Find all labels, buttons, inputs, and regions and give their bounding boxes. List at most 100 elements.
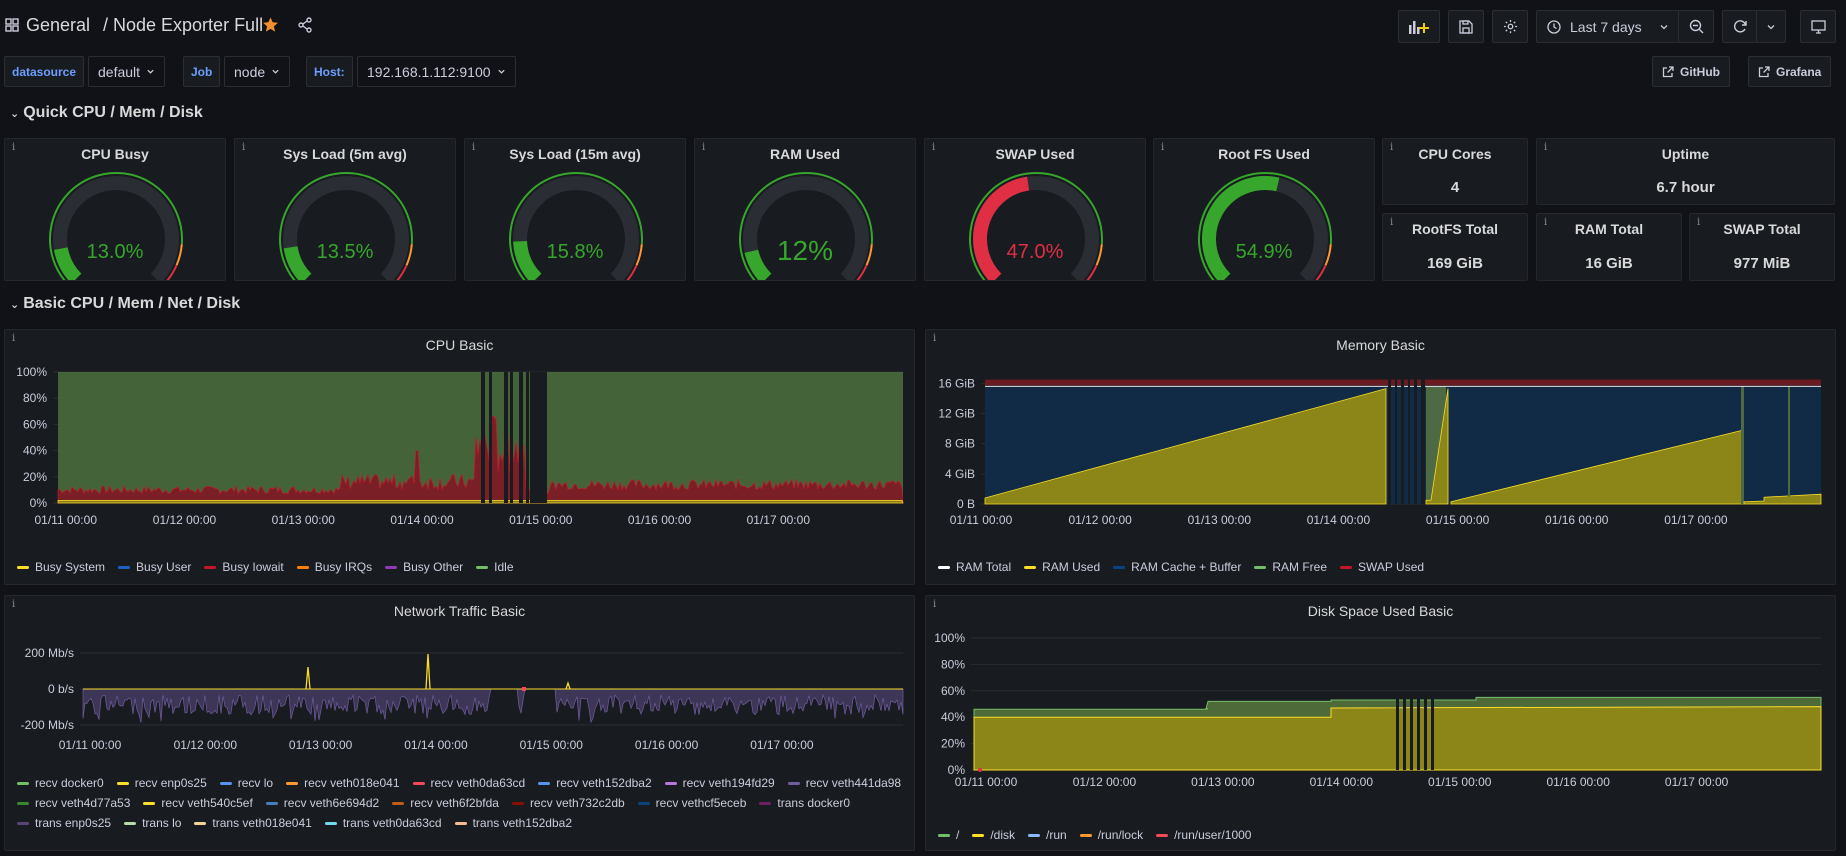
legend-item[interactable]: recv veth540c5ef	[143, 796, 253, 810]
row-quick-cpu-mem-disk[interactable]: ⌄ Quick CPU / Mem / Disk	[10, 104, 203, 122]
legend-item[interactable]: trans enp0s25	[17, 816, 111, 830]
legend-item[interactable]: recv veth018e041	[286, 776, 400, 790]
legend-label: /run	[1046, 828, 1067, 842]
panel-title: SWAP Total	[1723, 221, 1801, 237]
panel-title: CPU Busy	[81, 146, 149, 162]
legend-item[interactable]: RAM Cache + Buffer	[1113, 560, 1241, 574]
info-icon[interactable]: i	[242, 142, 246, 153]
gear-icon	[1503, 19, 1517, 34]
info-icon[interactable]: i	[12, 142, 16, 153]
dashboard-settings-button[interactable]	[1492, 10, 1528, 43]
info-icon[interactable]: i	[932, 142, 936, 153]
x-tick-label: 01/16 00:00	[635, 738, 699, 752]
legend-item[interactable]: recv veth6e694d2	[265, 796, 379, 810]
gauge-fill	[53, 247, 82, 280]
x-tick-label: 01/16 00:00	[628, 513, 692, 527]
legend-item[interactable]: recv veth732c2db	[511, 796, 625, 810]
legend-item[interactable]: /run/user/1000	[1156, 828, 1251, 842]
grafana-link[interactable]: Grafana	[1748, 56, 1832, 87]
gauge-panel: i SWAP Used 47.0%	[924, 138, 1146, 281]
cpu-basic-chart[interactable]: 100% 80% 60% 40% 20% 0% 01/11 00:00 01/12 00:00…	[5, 360, 915, 570]
legend-swatch	[296, 565, 309, 569]
github-link[interactable]: GitHub	[1652, 56, 1730, 87]
legend-item[interactable]: recv veth441da98	[787, 776, 901, 790]
info-icon[interactable]: i	[1544, 142, 1548, 153]
legend-item[interactable]: recv veth152dba2	[538, 776, 652, 790]
star-icon[interactable]	[262, 16, 279, 33]
gauge-panel: i Root FS Used 54.9%	[1153, 138, 1375, 281]
legend-swatch	[265, 801, 278, 805]
legend-item[interactable]: trans docker0	[759, 796, 850, 810]
legend-item[interactable]: /disk	[972, 828, 1015, 842]
legend-item[interactable]: SWAP Used	[1340, 560, 1424, 574]
memory-basic-chart[interactable]: 16 GiB 12 GiB 8 GiB 4 GiB 0 B 01/11 00:00 01/1…	[926, 360, 1836, 570]
save-icon	[1459, 19, 1473, 34]
info-icon[interactable]: i	[1161, 142, 1165, 153]
y-tick-label: 80%	[23, 391, 47, 405]
legend-item[interactable]: recv docker0	[17, 776, 104, 790]
legend-item[interactable]: trans veth152dba2	[454, 816, 573, 830]
legend-item[interactable]: RAM Total	[938, 560, 1011, 574]
legend-item[interactable]: RAM Used	[1024, 560, 1100, 574]
x-tick-label: 01/17 00:00	[1664, 513, 1728, 527]
time-range-picker[interactable]: Last 7 days	[1536, 10, 1680, 43]
legend-item[interactable]: Busy Iowait	[204, 560, 284, 574]
legend-swatch	[1156, 833, 1169, 837]
legend-item[interactable]: /run/lock	[1079, 828, 1143, 842]
legend-item[interactable]: recv veth0da63cd	[412, 776, 525, 790]
info-icon[interactable]: i	[1390, 217, 1394, 228]
legend-item[interactable]: recv veth6f2bfda	[392, 796, 499, 810]
gauge-fill	[1202, 176, 1280, 280]
network-traffic-chart[interactable]: 200 Mb/s 0 b/s -200 Mb/s 01/11 00:00 01/12 0…	[5, 626, 915, 801]
add-panel-button[interactable]	[1398, 10, 1440, 43]
legend-swatch	[17, 565, 29, 569]
legend-item[interactable]: /	[938, 828, 959, 842]
legend-item[interactable]: Busy Other	[385, 560, 463, 574]
x-tick-label: 01/17 00:00	[747, 513, 811, 527]
row-basic-cpu-mem-net-disk[interactable]: ⌄ Basic CPU / Mem / Net / Disk	[10, 295, 240, 313]
host-select[interactable]: 192.168.1.112:9100	[357, 56, 516, 87]
legend-item[interactable]: Idle	[476, 560, 514, 574]
info-icon[interactable]: i	[1697, 217, 1701, 228]
breadcrumb-root[interactable]: General	[26, 15, 91, 35]
info-icon[interactable]: i	[1544, 217, 1548, 228]
stat-value: 977 MiB	[1733, 255, 1791, 272]
info-icon[interactable]: i	[933, 333, 937, 344]
legend-item[interactable]: Busy IRQs	[296, 560, 372, 574]
zoom-out-button[interactable]	[1678, 10, 1714, 43]
info-icon[interactable]: i	[12, 333, 16, 344]
legend-label: trans veth152dba2	[472, 816, 573, 830]
share-icon[interactable]	[297, 17, 313, 33]
panel-title: RootFS Total	[1411, 221, 1499, 237]
info-icon[interactable]: i	[1390, 142, 1394, 153]
datasource-select[interactable]: default	[88, 56, 166, 87]
dashboards-grid-icon[interactable]	[5, 18, 19, 32]
refresh-interval-dropdown[interactable]	[1756, 10, 1786, 43]
info-icon[interactable]: i	[12, 599, 16, 610]
legend-item[interactable]: Busy User	[118, 560, 191, 574]
info-icon[interactable]: i	[933, 599, 937, 610]
legend-item[interactable]: recv veth4d77a53	[17, 796, 130, 810]
info-icon[interactable]: i	[472, 142, 476, 153]
tv-mode-button[interactable]	[1800, 10, 1836, 43]
legend-item[interactable]: recv veth194fd29	[664, 776, 775, 790]
legend-swatch	[17, 821, 29, 825]
gauge-threshold-green	[739, 172, 873, 280]
legend-item[interactable]: trans veth018e041	[194, 816, 312, 830]
chevron-down-icon	[1767, 24, 1775, 29]
legend-item[interactable]: recv lo	[219, 776, 273, 790]
legend-item[interactable]: /run	[1028, 828, 1067, 842]
save-dashboard-button[interactable]	[1448, 10, 1484, 43]
legend-item[interactable]: trans lo	[124, 816, 181, 830]
legend-item[interactable]: RAM Free	[1254, 560, 1327, 574]
disk-space-chart[interactable]: 100% 80% 60% 40% 20% 0%01/11 00:00 01/12 00:00…	[926, 626, 1836, 826]
legend-item[interactable]: recv enp0s25	[116, 776, 207, 790]
info-icon[interactable]: i	[702, 142, 706, 153]
x-tick-label: 01/15 00:00	[1428, 775, 1492, 789]
job-select[interactable]: node	[224, 56, 291, 87]
gauge-value: 15.8%	[546, 241, 604, 263]
refresh-button[interactable]	[1722, 10, 1758, 43]
legend-item[interactable]: trans veth0da63cd	[324, 816, 442, 830]
legend-item[interactable]: Busy System	[17, 560, 105, 574]
legend-item[interactable]: recv vethcf5eceb	[637, 796, 746, 810]
